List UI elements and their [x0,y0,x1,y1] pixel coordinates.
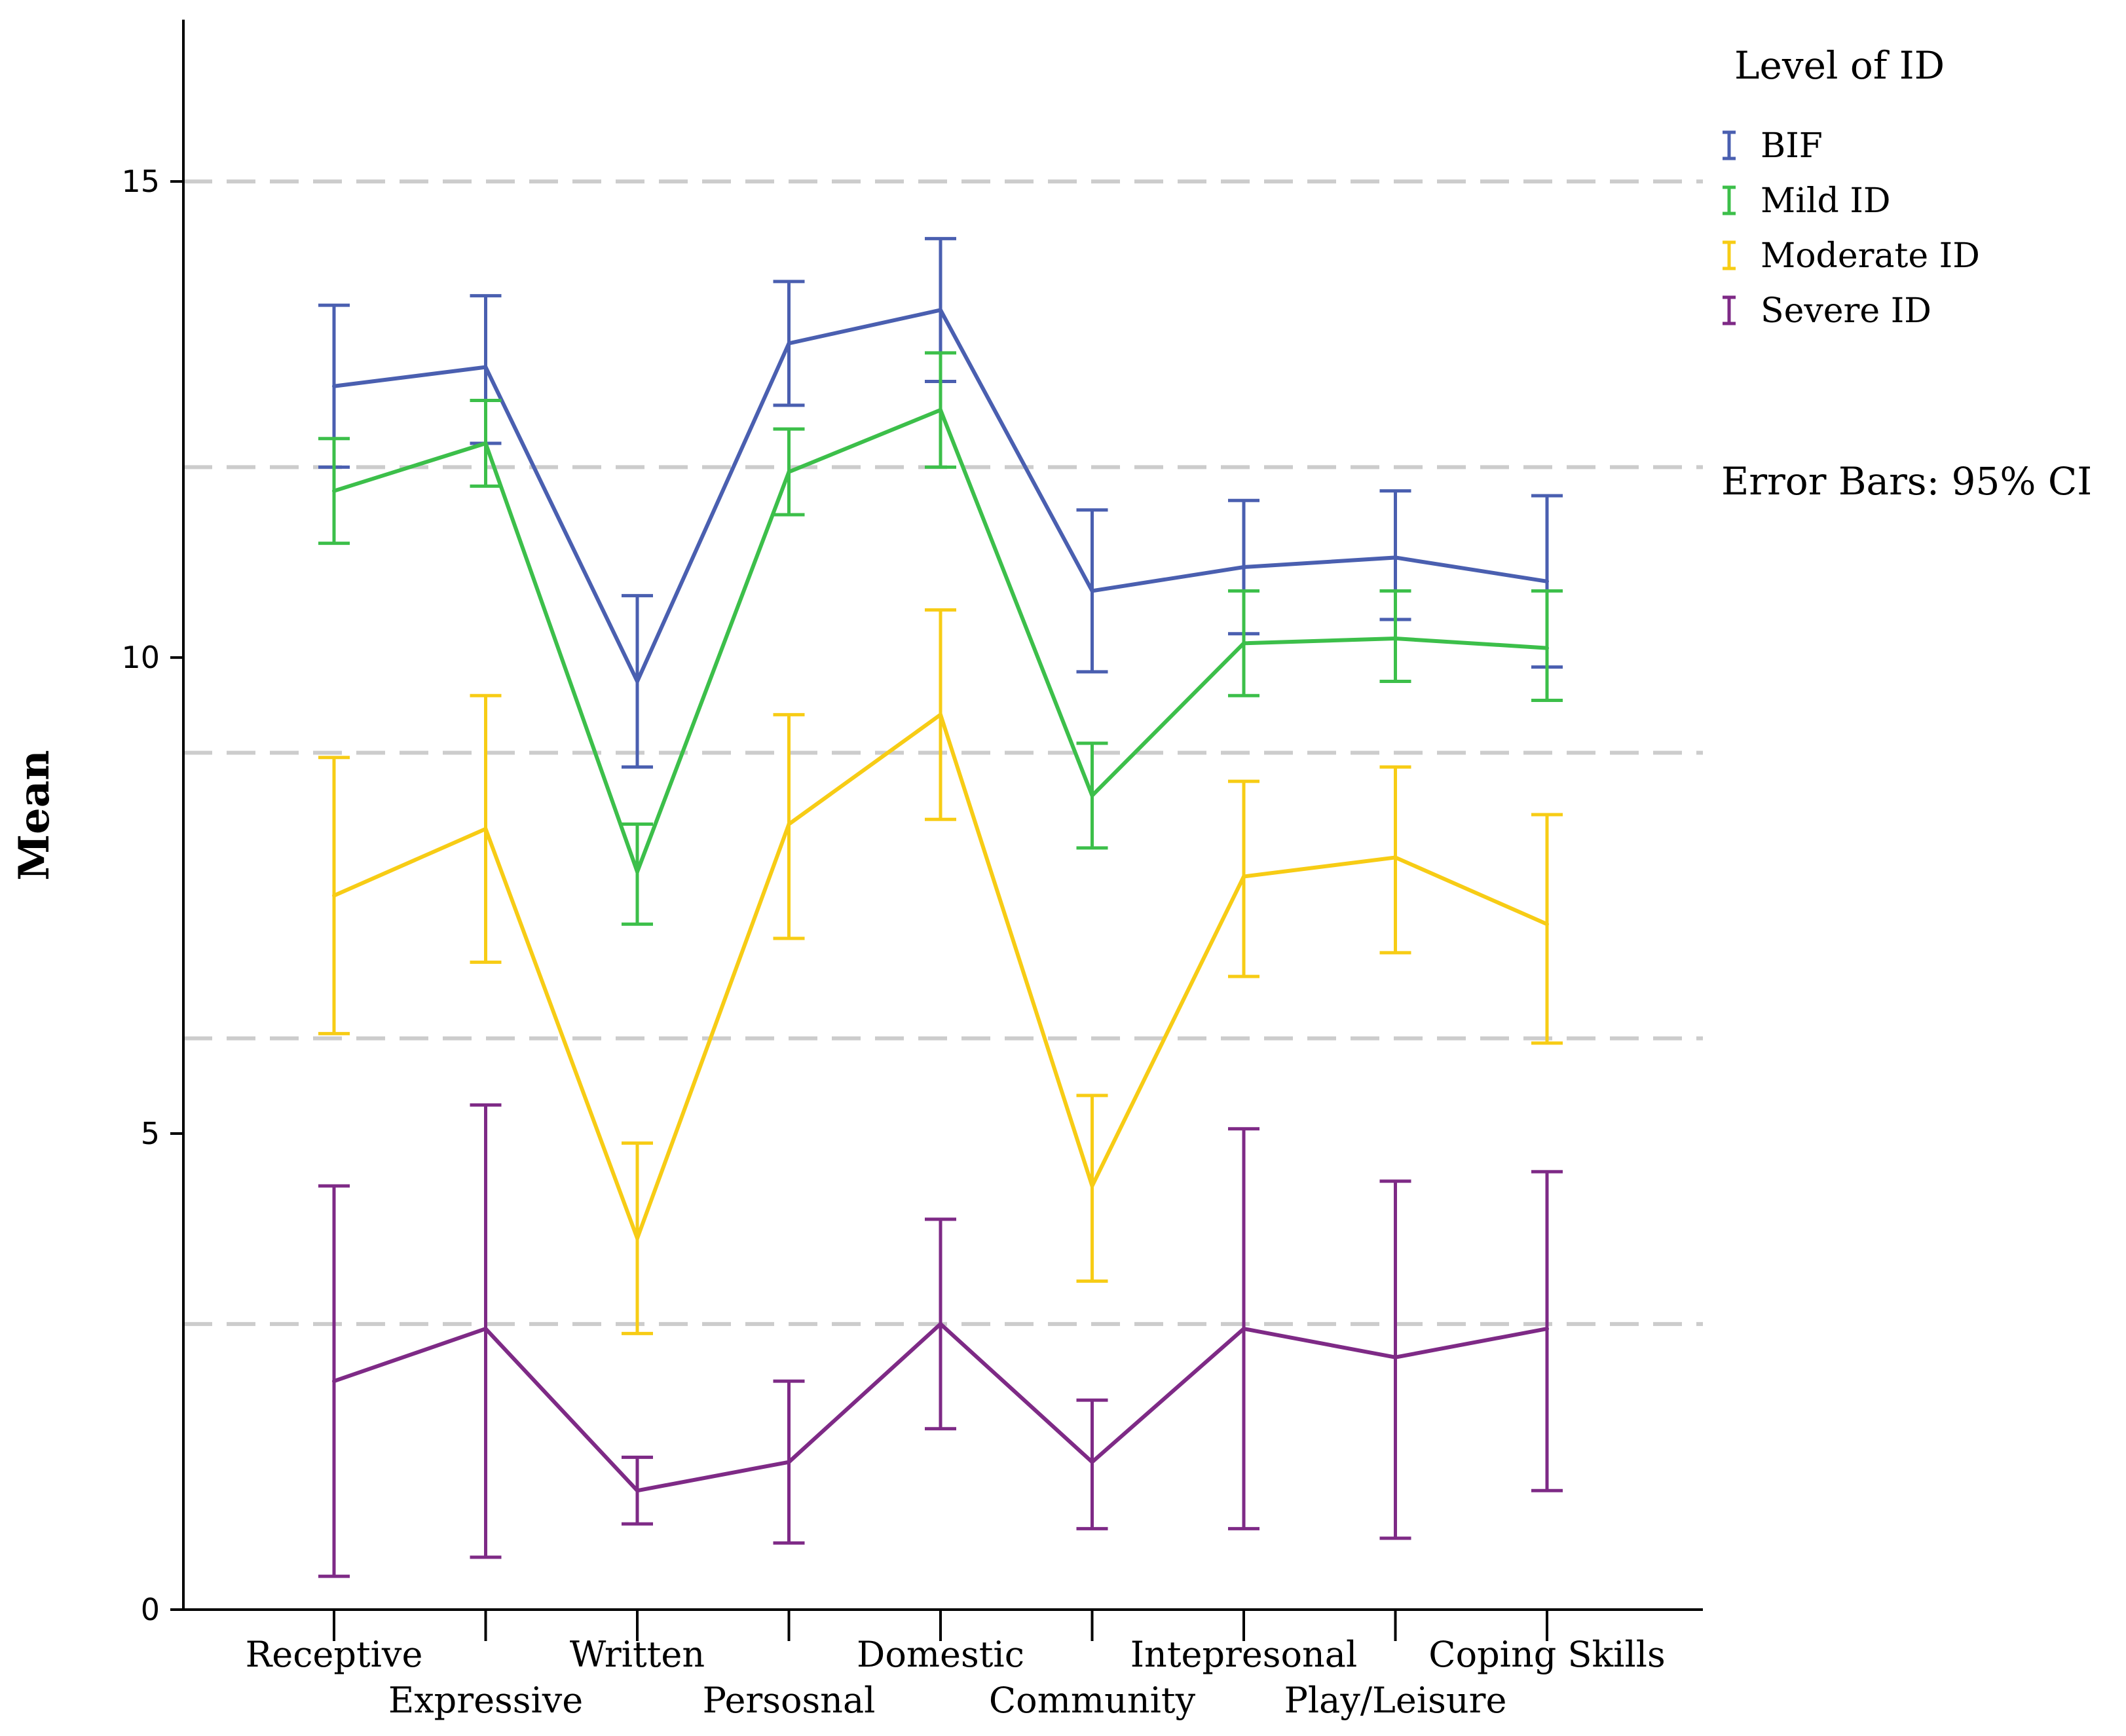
data-point [787,1460,791,1464]
legend-label: Severe ID [1761,291,1931,331]
y-axis-label: Mean [10,750,59,881]
y-tick-label: 0 [141,1592,160,1627]
data-point [939,1321,942,1326]
legend-item: Mild ID [1723,181,1891,221]
data-point [332,893,336,898]
x-tick-label: Receptive [246,1634,423,1675]
data-point [1090,589,1094,593]
data-point [1545,1327,1549,1331]
x-tick-label: Persosnal [703,1680,876,1721]
data-point [939,308,942,312]
data-point [332,384,336,388]
data-point [1242,874,1246,879]
data-point [787,341,791,346]
y-tick-label: 15 [121,164,160,199]
legend-item: BIF [1723,126,1823,166]
data-point [939,712,942,717]
data-point [635,1236,639,1240]
data-point [1090,1184,1094,1189]
data-point [1393,855,1398,860]
data-point [483,826,488,831]
legend: Level of ID BIF Mild ID Moderate ID Severe … [1723,43,1980,331]
x-tick-label: Expressive [388,1680,583,1721]
x-tick-label: Play/Leisure [1284,1680,1507,1721]
data-point [483,441,488,445]
data-point [939,408,942,413]
x-tick-label: Written [570,1634,705,1675]
data-point [1242,564,1246,569]
legend-label: Mild ID [1761,181,1891,221]
data-point [787,822,791,826]
data-point [1393,1355,1398,1359]
data-point [1545,646,1549,650]
data-point [1545,922,1549,927]
data-point [1090,793,1094,798]
data-point [635,679,639,684]
data-point [1545,579,1549,583]
data-point [1393,555,1398,560]
y-ticks: 0 5 10 15 [121,164,183,1627]
x-tick-label: Domestic [857,1634,1024,1675]
legend-item: Moderate ID [1723,236,1980,276]
data-point [1090,1460,1094,1464]
data-point [483,1327,488,1331]
y-tick-label: 5 [141,1116,160,1151]
series-group [318,236,1563,1578]
series-moderate-id [318,608,1563,1335]
error-bars-note: Error Bars: 95% CI [1721,459,2092,504]
data-point [635,870,639,874]
legend-title: Level of ID [1734,43,1945,88]
data-point [787,470,791,474]
data-point [483,365,488,369]
series-mild-id [318,351,1563,926]
x-tick-label: Intepresonal [1130,1634,1358,1675]
x-tick-label: Community [989,1680,1196,1721]
axes [182,20,1703,1611]
legend-item: Severe ID [1723,291,1931,331]
x-ticks: Receptive Expressive Written Persosnal Domes… [246,1610,1666,1721]
data-point [1393,637,1398,641]
data-point [1242,641,1246,646]
data-point [332,489,336,493]
legend-label: BIF [1761,126,1823,166]
legend-label: Moderate ID [1761,236,1980,276]
y-tick-label: 10 [121,640,160,675]
data-point [635,1488,639,1493]
data-point [1242,1327,1246,1331]
x-tick-label: Coping Skills [1428,1634,1665,1675]
series-severe-id [318,1103,1563,1578]
data-point [332,1379,336,1384]
